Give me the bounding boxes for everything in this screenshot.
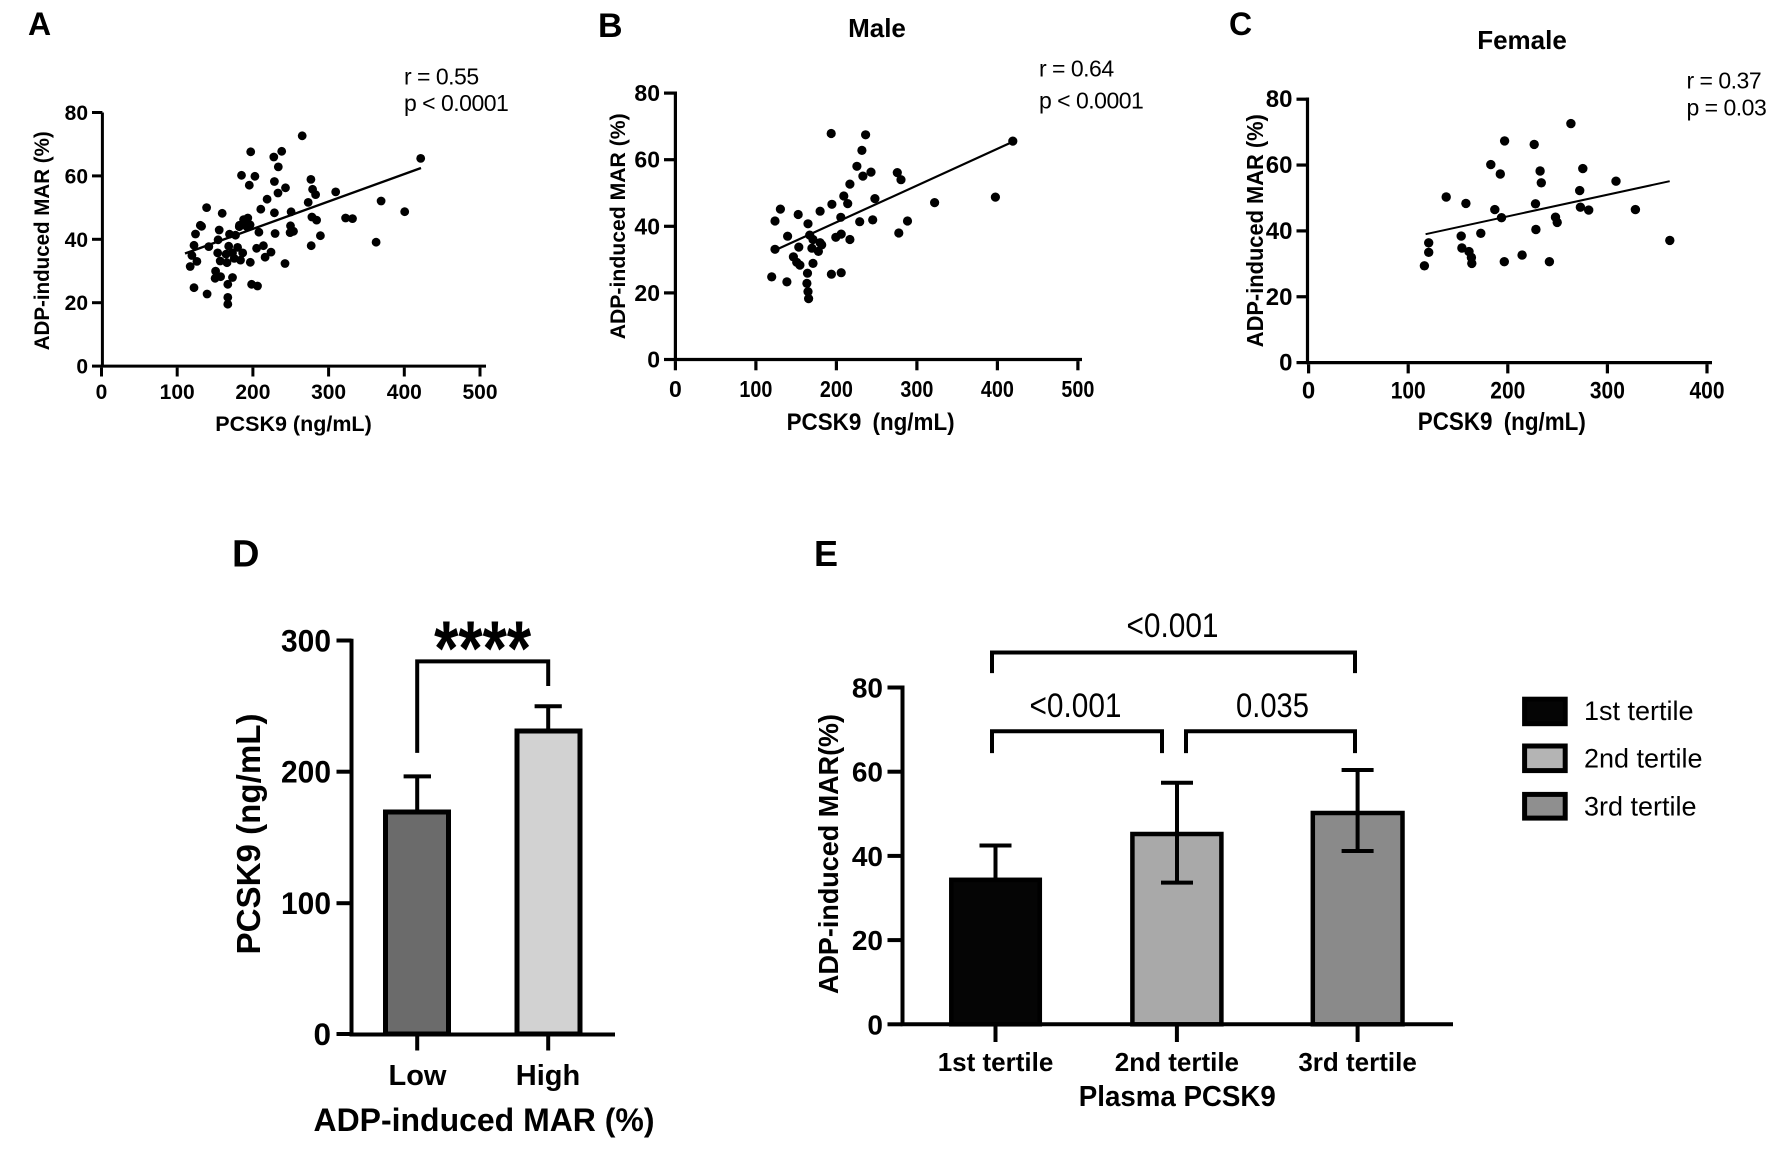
svg-text:p < 0.0001: p < 0.0001 [404, 90, 508, 116]
svg-text:<0.001: <0.001 [1127, 607, 1219, 645]
svg-text:<0.001: <0.001 [1030, 687, 1122, 725]
svg-text:80: 80 [65, 102, 88, 125]
svg-text:r = 0.55: r = 0.55 [404, 64, 479, 90]
svg-text:ADP-induced MAR (%): ADP-induced MAR (%) [606, 113, 630, 339]
svg-text:0: 0 [96, 381, 108, 404]
svg-text:0: 0 [313, 1016, 331, 1052]
svg-text:60: 60 [634, 147, 660, 173]
svg-text:ADP-induced MAR (%): ADP-induced MAR (%) [314, 1102, 655, 1138]
svg-text:100: 100 [1391, 378, 1426, 405]
svg-text:60: 60 [65, 165, 88, 188]
svg-text:80: 80 [852, 673, 883, 704]
svg-text:200: 200 [820, 376, 853, 402]
svg-text:p < 0.0001: p < 0.0001 [1039, 88, 1143, 114]
svg-text:100: 100 [281, 885, 331, 921]
svg-text:400: 400 [1690, 378, 1725, 405]
svg-text:r = 0.64: r = 0.64 [1039, 56, 1114, 82]
svg-text:20: 20 [65, 292, 88, 315]
svg-text:0: 0 [1279, 350, 1292, 377]
svg-text:Male: Male [848, 13, 906, 43]
svg-text:60: 60 [1266, 152, 1293, 179]
svg-text:20: 20 [852, 925, 883, 956]
svg-text:High: High [516, 1060, 580, 1092]
svg-text:D: D [232, 534, 259, 576]
svg-text:200: 200 [281, 754, 331, 790]
svg-text:r = 0.37: r = 0.37 [1687, 68, 1762, 94]
svg-text:400: 400 [387, 381, 422, 404]
svg-text:100: 100 [160, 381, 195, 404]
svg-text:Female: Female [1477, 25, 1567, 55]
svg-text:200: 200 [235, 381, 270, 404]
svg-text:40: 40 [65, 229, 88, 252]
svg-text:Low: Low [389, 1060, 447, 1092]
svg-text:E: E [814, 533, 838, 574]
svg-text:PCSK9 (ng/mL): PCSK9 (ng/mL) [1418, 408, 1586, 436]
svg-text:C: C [1229, 6, 1252, 42]
svg-text:1st tertile: 1st tertile [1584, 696, 1694, 726]
svg-text:ADP-induced MAR (%): ADP-induced MAR (%) [1242, 114, 1268, 347]
svg-text:B: B [598, 7, 623, 45]
svg-text:500: 500 [1061, 376, 1094, 402]
svg-text:PCSK9 (ng/mL): PCSK9 (ng/mL) [230, 714, 267, 955]
svg-text:300: 300 [1590, 378, 1625, 405]
svg-text:40: 40 [1266, 218, 1293, 245]
svg-text:3rd tertile: 3rd tertile [1298, 1047, 1417, 1077]
svg-text:3rd tertile: 3rd tertile [1584, 792, 1697, 822]
svg-text:ADP-induced MAR(%): ADP-induced MAR(%) [813, 714, 844, 994]
svg-text:****: **** [434, 604, 532, 692]
svg-text:40: 40 [634, 213, 660, 239]
svg-text:20: 20 [1266, 284, 1293, 311]
svg-text:80: 80 [634, 80, 660, 106]
svg-text:0: 0 [867, 1009, 883, 1040]
svg-text:0.035: 0.035 [1236, 687, 1309, 725]
svg-text:2nd tertile: 2nd tertile [1115, 1047, 1239, 1077]
svg-text:400: 400 [981, 376, 1014, 402]
svg-text:60: 60 [852, 757, 883, 788]
svg-text:ADP-induced MAR (%): ADP-induced MAR (%) [31, 131, 54, 350]
svg-text:200: 200 [1490, 378, 1525, 405]
svg-text:2nd tertile: 2nd tertile [1584, 744, 1703, 774]
svg-text:0: 0 [669, 376, 682, 402]
svg-text:1st tertile: 1st tertile [938, 1047, 1054, 1077]
svg-text:500: 500 [462, 381, 497, 404]
svg-text:80: 80 [1266, 86, 1293, 113]
svg-text:100: 100 [739, 376, 772, 402]
svg-text:PCSK9 (ng/mL): PCSK9 (ng/mL) [215, 412, 371, 436]
svg-text:300: 300 [311, 381, 346, 404]
svg-text:300: 300 [900, 376, 933, 402]
svg-text:40: 40 [852, 841, 883, 872]
svg-text:300: 300 [281, 622, 331, 658]
svg-text:p = 0.03: p = 0.03 [1687, 95, 1767, 121]
svg-text:Plasma PCSK9: Plasma PCSK9 [1079, 1081, 1276, 1113]
svg-text:PCSK9 (ng/mL): PCSK9 (ng/mL) [787, 409, 955, 436]
svg-text:A: A [28, 6, 51, 42]
svg-text:0: 0 [76, 356, 88, 379]
svg-text:0: 0 [647, 347, 660, 373]
svg-text:20: 20 [634, 280, 660, 306]
svg-text:0: 0 [1302, 378, 1315, 405]
